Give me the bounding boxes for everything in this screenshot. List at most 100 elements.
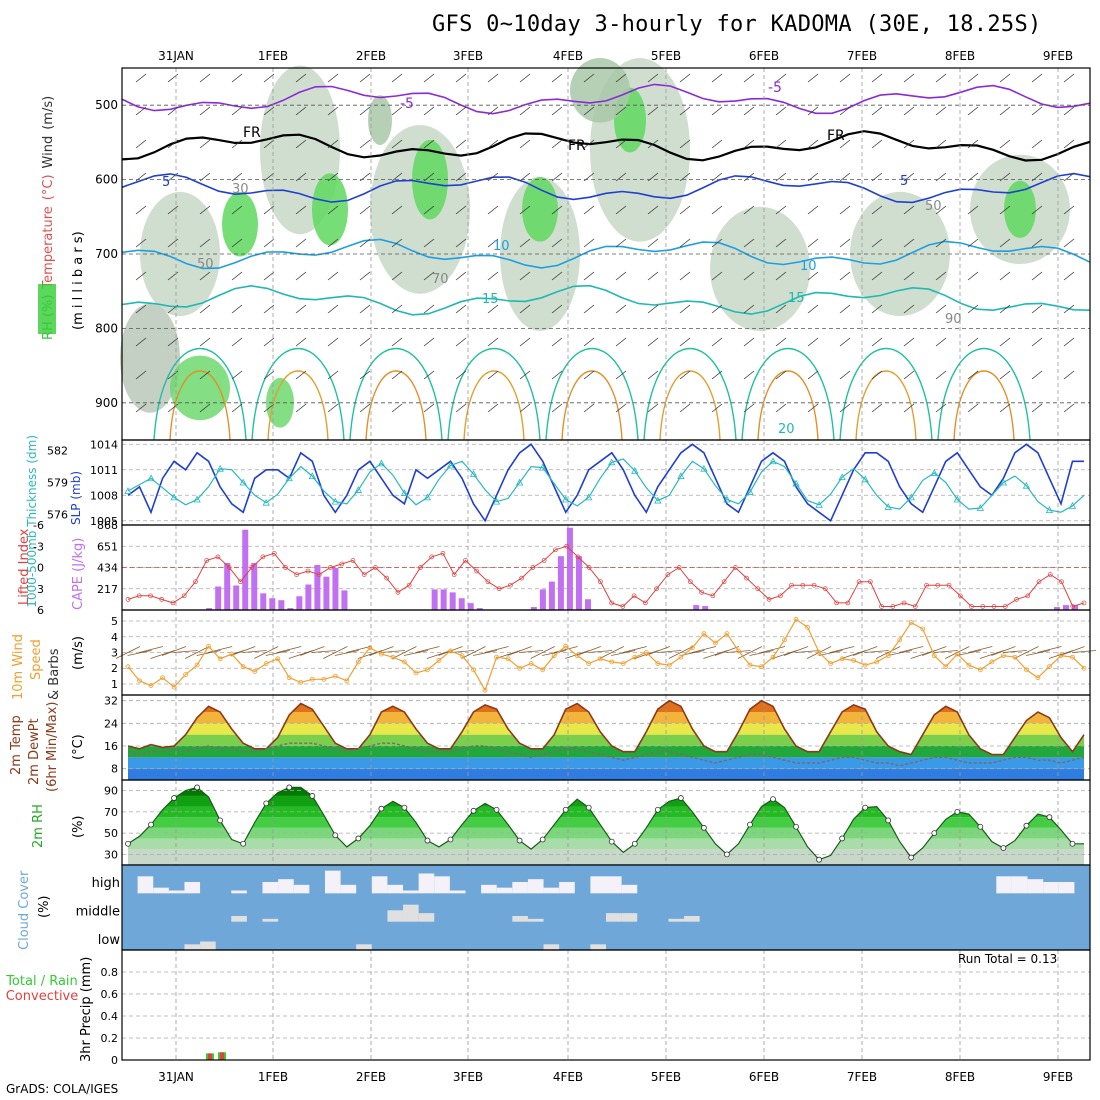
rh-point-76 [1000, 845, 1007, 851]
wind-speed-point-56 [770, 654, 776, 660]
wind-barb [519, 403, 531, 413]
temp-ytick-3: 32 [104, 695, 118, 708]
wind-speed-point-63 [851, 657, 857, 663]
wind-speed-point-45 [643, 650, 649, 655]
li-point-37 [541, 558, 547, 563]
wind-barb [263, 238, 275, 248]
wind-speed-point-18 [332, 673, 338, 679]
li-point-62 [822, 586, 828, 592]
li-point-3 [159, 597, 165, 602]
wind-speed-point-76 [1000, 653, 1006, 659]
wind-barb-71 [933, 650, 958, 653]
rh-shade-10 [312, 173, 348, 246]
wind-barb [871, 205, 883, 215]
wind-barb-76 [991, 646, 1016, 656]
li-point-52 [710, 593, 716, 599]
wind-barb [1063, 271, 1075, 281]
cape-bar-12 [233, 585, 240, 610]
wind-barb [135, 238, 147, 248]
x-tick-top-3: 3FEB [453, 49, 483, 63]
wind-barb [327, 370, 339, 380]
rh-shade-8 [120, 303, 180, 413]
contour-label-0: -5 [400, 96, 414, 112]
precip-conv-bar-1 [220, 1052, 224, 1060]
wind-barb [967, 139, 979, 149]
wind-barb [327, 205, 339, 215]
wind-barb [199, 403, 211, 413]
rh-point-40 [585, 804, 592, 811]
rh-point-80 [1046, 814, 1053, 821]
li-point-22 [373, 565, 378, 570]
wind-barb [1063, 238, 1075, 248]
wind-barb-68 [899, 646, 924, 653]
wind-barb [551, 304, 563, 314]
contour-label-10: 15 [788, 291, 805, 306]
cloud-middle-bar-25 [512, 916, 528, 922]
thickness-point-64 [861, 475, 869, 483]
wind-barb [391, 271, 403, 281]
wind-barb [615, 403, 627, 413]
wind-speed-point-74 [977, 667, 983, 673]
wind-barb [711, 337, 723, 347]
cloud-high-bar-21 [449, 890, 466, 894]
cape-bar-37 [458, 598, 465, 610]
temp-band-3 [128, 734, 1084, 746]
wind-barb [679, 271, 691, 281]
wind-barb [135, 73, 147, 83]
wind-barb [615, 172, 627, 182]
wind-barb [743, 370, 755, 380]
xsec-ylabel-inner: (m i l l i b a r s) [71, 231, 86, 330]
li-point-31 [474, 568, 480, 574]
x-tick-bottom-2: 2FEB [356, 1070, 386, 1084]
wind-barb [615, 73, 627, 83]
wind-barb [1063, 337, 1075, 347]
wind-speed-point-43 [620, 661, 626, 666]
cloud-high-bar-58 [1027, 879, 1044, 894]
thickness-point-70 [930, 469, 938, 476]
li-ytick-0: -6 [33, 519, 44, 532]
wind-barb [263, 403, 275, 413]
wind-barb [455, 238, 467, 248]
wind-barb [935, 304, 947, 314]
cloud-high-bar-13 [324, 870, 341, 894]
wind-barb-16 [300, 646, 325, 656]
wind-barb [999, 337, 1011, 347]
li-point-4 [170, 600, 176, 606]
cloud-high-bar-57 [1011, 876, 1028, 894]
wind-barb-12 [254, 646, 279, 659]
rh-point-22 [378, 805, 385, 812]
rh-point-58 [793, 823, 799, 830]
wind-speed-point-78 [1024, 667, 1029, 673]
slp-ytick-3: 1014 [90, 438, 118, 451]
wind-speed-point-25 [413, 670, 419, 676]
cloud-high-bar-19 [418, 873, 435, 894]
thickness-point-48 [677, 472, 685, 480]
temp-ytick-1: 16 [104, 740, 118, 753]
wind-ytick-2: 3 [111, 647, 118, 660]
wind-barb [391, 139, 403, 149]
thickness-point-68 [907, 493, 915, 501]
precip-ytick-2: 0.4 [101, 1010, 119, 1023]
cape-ylabel: CAPE (J/kg) [71, 538, 86, 610]
wind-barb [839, 304, 851, 314]
cape-bar-45 [530, 607, 537, 610]
wind-barb-8 [208, 646, 233, 653]
wind-barb [135, 106, 147, 116]
rh-shade-14 [1004, 180, 1036, 238]
wind-barb-5 [173, 650, 198, 653]
wind-barb [455, 106, 467, 116]
rh-point-10 [240, 840, 247, 847]
wind-barb-25 [403, 650, 429, 656]
wind-barb-22 [369, 646, 394, 656]
thickness-point-18 [331, 497, 339, 505]
wind-barb-67 [887, 650, 912, 656]
cloud-level-middle: middle [76, 905, 120, 920]
wind-barb [1031, 139, 1043, 149]
thickness-point-66 [884, 503, 892, 510]
temp-band-5 [128, 712, 1084, 724]
wind-speed-point-5 [183, 672, 188, 677]
wind-barb [967, 238, 979, 248]
wind-barb [999, 271, 1011, 281]
rh-point-62 [839, 835, 846, 842]
